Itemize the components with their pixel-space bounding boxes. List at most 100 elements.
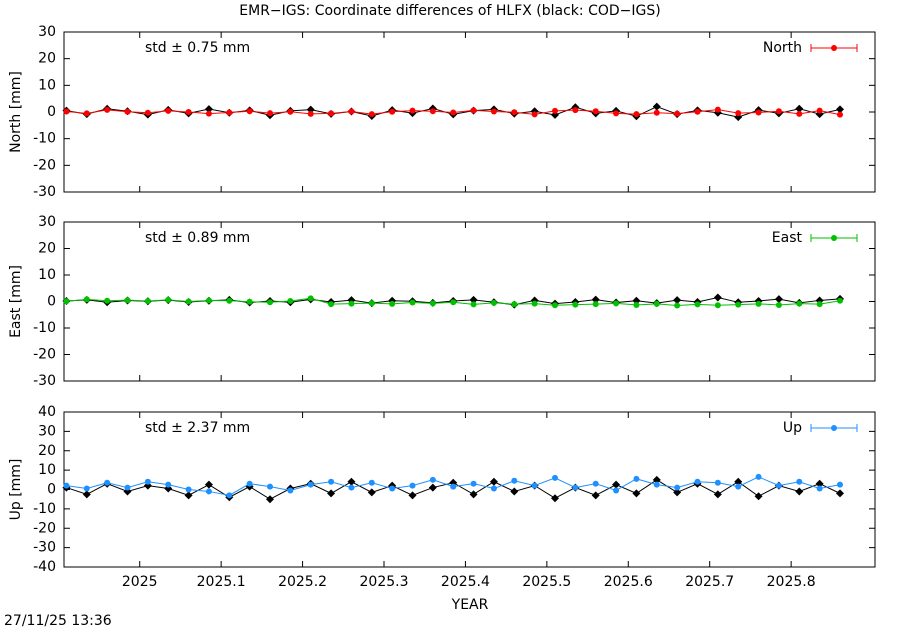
data-point	[287, 297, 294, 304]
data-point	[226, 297, 233, 304]
data-point	[165, 107, 172, 114]
data-point	[226, 109, 233, 116]
data-point	[470, 107, 477, 114]
x-axis-label: YEAR	[451, 597, 489, 613]
y-tick-label: 0	[47, 104, 56, 120]
data-point	[613, 300, 620, 307]
data-point	[347, 477, 356, 486]
data-point	[83, 296, 90, 303]
data-point	[774, 295, 783, 304]
data-point	[246, 480, 253, 487]
data-point	[795, 104, 804, 113]
y-tick-label: -30	[33, 184, 56, 200]
data-point	[368, 111, 375, 118]
data-point	[429, 300, 436, 307]
data-point	[613, 110, 620, 117]
x-tick-label: 2025.4	[441, 574, 490, 590]
data-point	[267, 299, 274, 306]
data-point	[327, 489, 336, 498]
data-point	[204, 105, 213, 114]
data-point	[287, 487, 294, 494]
data-point	[489, 477, 498, 486]
data-point	[204, 480, 213, 489]
data-point	[144, 297, 151, 304]
data-point	[165, 296, 172, 303]
data-point	[306, 105, 315, 114]
data-point	[307, 481, 314, 488]
data-point	[836, 111, 843, 118]
data-point	[836, 481, 843, 488]
data-point	[633, 111, 640, 118]
y-tick-label: 30	[38, 423, 56, 439]
annotation: std ± 0.75 mm	[145, 40, 250, 56]
data-point	[735, 483, 742, 490]
data-point	[531, 300, 538, 307]
data-point	[205, 297, 212, 304]
y-tick-label: 10	[38, 77, 56, 93]
data-point	[572, 107, 579, 114]
data-point	[633, 301, 640, 308]
x-tick-label: 2025	[122, 574, 158, 590]
data-point	[612, 480, 621, 489]
data-point	[409, 107, 416, 114]
data-point	[409, 299, 416, 306]
data-point	[348, 108, 355, 115]
data-point	[613, 487, 620, 494]
data-point	[632, 296, 641, 305]
data-point	[124, 484, 131, 491]
data-point	[165, 481, 172, 488]
data-point	[490, 485, 497, 492]
data-point	[674, 302, 681, 309]
data-point	[592, 480, 599, 487]
data-point	[389, 108, 396, 115]
data-point	[652, 475, 661, 484]
chart-title: EMR−IGS: Coordinate differences of HLFX …	[239, 3, 660, 19]
data-point	[368, 479, 375, 486]
data-point	[694, 108, 701, 115]
data-point	[835, 105, 844, 114]
data-point	[185, 298, 192, 305]
data-point	[551, 107, 558, 114]
data-point	[510, 487, 519, 496]
y-axis-label: Up [mm]	[8, 459, 24, 521]
data-point	[633, 475, 640, 482]
x-tick-label: 2025.2	[278, 574, 327, 590]
data-point	[836, 297, 843, 304]
data-point	[104, 106, 111, 113]
y-tick-label: -10	[33, 131, 56, 147]
data-point	[795, 487, 804, 496]
data-point	[470, 480, 477, 487]
data-point	[307, 295, 314, 302]
x-tick-label: 2025.8	[767, 574, 816, 590]
data-point	[775, 301, 782, 308]
data-point	[511, 477, 518, 484]
data-point	[755, 109, 762, 116]
data-point	[328, 110, 335, 117]
data-point	[428, 483, 437, 492]
legend-key	[831, 235, 837, 241]
data-point	[267, 110, 274, 117]
y-tick-label: -20	[33, 347, 56, 363]
data-point	[266, 495, 275, 504]
data-point	[714, 479, 721, 486]
data-point	[63, 482, 70, 489]
data-point	[124, 297, 131, 304]
data-point	[511, 301, 518, 308]
data-point	[632, 489, 641, 498]
data-point	[755, 300, 762, 307]
y-tick-label: -10	[33, 320, 56, 336]
data-point	[144, 478, 151, 485]
x-tick-label: 2025.1	[197, 574, 246, 590]
data-point	[673, 488, 682, 497]
data-point	[450, 109, 457, 116]
data-point	[796, 478, 803, 485]
data-point	[82, 490, 91, 499]
data-point	[694, 301, 701, 308]
data-point	[673, 296, 682, 305]
data-point	[652, 102, 661, 111]
data-point	[550, 494, 559, 503]
data-point	[104, 479, 111, 486]
legend-label: East	[772, 230, 803, 246]
data-point	[469, 295, 478, 304]
y-tick-label: -30	[33, 540, 56, 556]
